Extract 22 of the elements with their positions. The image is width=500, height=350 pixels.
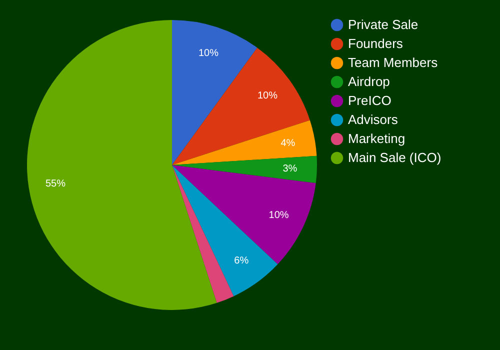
legend-label: Airdrop	[348, 74, 390, 89]
data-label: 55%	[45, 178, 66, 190]
pie-slice	[172, 20, 258, 165]
pie-slice	[172, 156, 317, 184]
pie-slice	[172, 165, 316, 264]
pie-slice	[172, 120, 317, 165]
pie-slice	[27, 20, 217, 310]
legend-label: Founders	[348, 36, 404, 51]
data-label: 10%	[257, 90, 278, 102]
data-label: 10%	[268, 210, 289, 222]
legend-label: Main Sale (ICO)	[348, 150, 442, 165]
legend-label: Team Members	[348, 55, 438, 70]
legend-label: Advisors	[348, 112, 398, 127]
data-label: 10%	[198, 48, 219, 59]
data-label: 4%	[280, 138, 296, 149]
pie-slice	[172, 48, 310, 165]
data-label: 6%	[234, 255, 249, 266]
pie-slice	[172, 165, 234, 303]
legend-label: PreICO	[348, 93, 392, 108]
legend-label: Marketing	[348, 131, 406, 146]
data-label: 3%	[282, 164, 298, 175]
legend-label: Private Sale	[348, 17, 418, 32]
